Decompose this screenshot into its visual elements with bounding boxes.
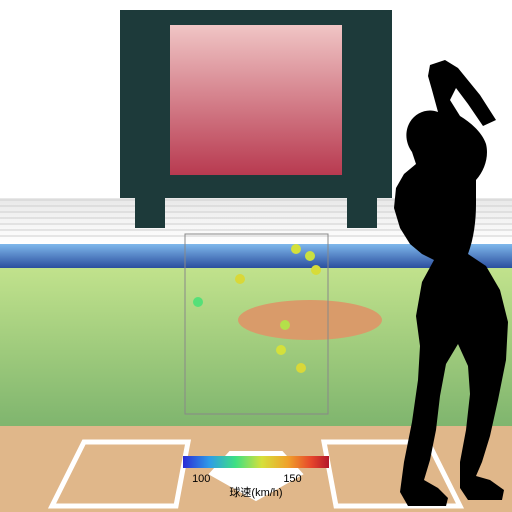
pitch-marker [311,265,321,275]
legend-label: 球速(km/h) [229,485,282,499]
pitch-marker [291,244,301,254]
legend-colorbar [183,456,329,468]
pitch-marker [305,251,315,261]
legend-tick: 100 [192,473,210,485]
scoreboard-leg [135,198,165,228]
pitch-marker [235,274,245,284]
pitch-marker [280,320,290,330]
legend-tick: 150 [283,473,301,485]
scoreboard-screen [170,25,342,175]
scoreboard-leg [347,198,377,228]
pitchers-mound [238,300,382,340]
pitch-marker [276,345,286,355]
pitch-location-chart: 100 150球速(km/h) [0,0,512,512]
pitch-marker [193,297,203,307]
pitch-marker [296,363,306,373]
